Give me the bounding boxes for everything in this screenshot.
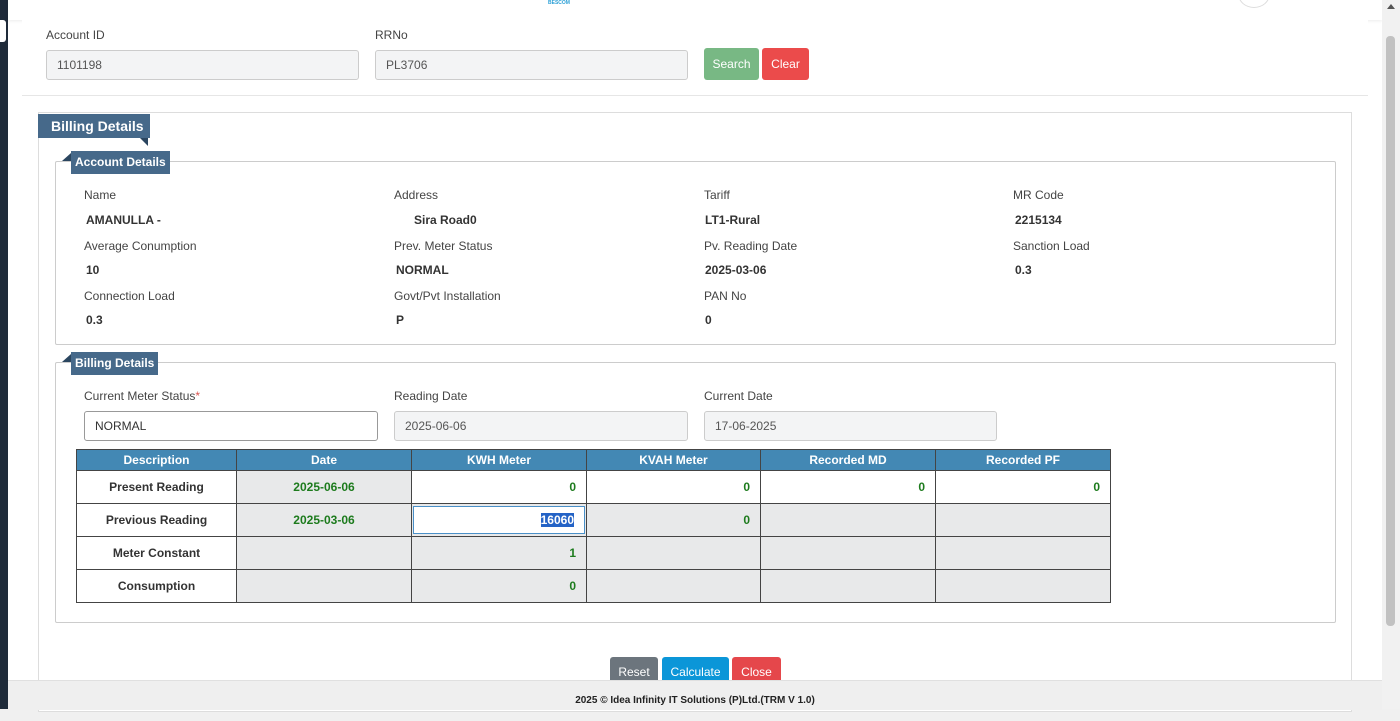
empty-cell xyxy=(236,536,412,570)
table-row: Meter Constant 1 xyxy=(76,536,1111,570)
pan-no-value: 0 xyxy=(705,313,712,327)
prev-meter-status-value: NORMAL xyxy=(396,263,449,277)
row-description: Previous Reading xyxy=(76,503,237,537)
pv-reading-date-label: Pv. Reading Date xyxy=(704,239,798,253)
row-description: Meter Constant xyxy=(76,536,237,570)
name-value: AMANULLA - xyxy=(86,213,161,227)
current-meter-status-select[interactable]: NORMAL xyxy=(84,411,378,441)
sanction-load-label: Sanction Load xyxy=(1013,239,1090,253)
column-header: Recorded PF xyxy=(935,449,1111,471)
clear-button[interactable]: Clear xyxy=(762,48,809,80)
address-value: Sira Road0 xyxy=(414,213,477,227)
installation-type-value: P xyxy=(396,313,405,327)
address-label: Address xyxy=(394,188,439,202)
tariff-label: Tariff xyxy=(704,188,730,202)
empty-cell xyxy=(935,536,1111,570)
table-row: Consumption 0 xyxy=(76,569,1111,603)
page-footer: 2025 © Idea Infinity IT Solutions (P)Ltd… xyxy=(8,680,1382,710)
pan-no-label: PAN No xyxy=(704,289,747,303)
recorded-pf-input[interactable]: 0 xyxy=(935,470,1111,504)
table-row: Previous Reading 2025-03-06 16060 0 xyxy=(76,503,1111,537)
column-header: KVAH Meter xyxy=(586,449,761,471)
meter-readings-table: Description Date KWH Meter KVAH Meter Re… xyxy=(76,449,1111,603)
section-tag-notch xyxy=(62,354,71,362)
rrno-input[interactable]: PL3706 xyxy=(375,50,688,80)
mr-code-label: MR Code xyxy=(1013,188,1064,202)
scroll-up-icon[interactable] xyxy=(1387,4,1395,9)
previous-reading-date: 2025-03-06 xyxy=(236,503,412,537)
connection-load-label: Connection Load xyxy=(84,289,175,303)
average-consumption-label: Average Conumption xyxy=(84,239,197,253)
average-consumption-value: 10 xyxy=(86,263,100,277)
brand-logo[interactable]: BESCOM xyxy=(548,0,570,6)
account-details-section xyxy=(55,161,1336,345)
connection-load-value: 0.3 xyxy=(86,313,103,327)
table-header-row: Description Date KWH Meter KVAH Meter Re… xyxy=(76,449,1111,471)
page-scrollbar[interactable] xyxy=(1382,0,1400,709)
sidebar-toggle-handle[interactable] xyxy=(0,20,6,42)
empty-cell xyxy=(760,569,936,603)
column-header: Description xyxy=(76,449,237,471)
current-date-label: Current Date xyxy=(704,389,773,403)
current-meter-status-label: Current Meter Status* xyxy=(84,389,201,403)
tariff-value: LT1-Rural xyxy=(705,213,761,227)
billing-panel-title: Billing Details xyxy=(38,114,150,138)
section-tag-notch xyxy=(62,153,71,161)
empty-cell xyxy=(935,503,1111,537)
account-id-input[interactable]: 1101198 xyxy=(46,50,359,80)
empty-cell xyxy=(760,536,936,570)
row-description: Present Reading xyxy=(76,470,237,504)
search-button[interactable]: Search xyxy=(704,48,759,80)
recorded-md-input[interactable]: 0 xyxy=(760,470,936,504)
user-avatar[interactable] xyxy=(1238,0,1270,8)
current-date-input: 17-06-2025 xyxy=(704,411,997,441)
mr-code-value: 2215134 xyxy=(1015,213,1062,227)
empty-cell xyxy=(586,536,761,570)
column-header: Date xyxy=(236,449,412,471)
present-kwh-input[interactable]: 0 xyxy=(411,470,587,504)
required-marker: * xyxy=(195,389,201,403)
footer-text: 2025 © Idea Infinity IT Solutions (P)Ltd… xyxy=(575,695,815,706)
reading-date-input[interactable]: 2025-06-06 xyxy=(394,411,688,441)
previous-kwh-value: 16060 xyxy=(540,513,574,527)
present-reading-date: 2025-06-06 xyxy=(236,470,412,504)
previous-kwh-input[interactable]: 16060 xyxy=(413,506,585,534)
account-id-label: Account ID xyxy=(46,28,105,42)
account-details-title: Account Details xyxy=(71,151,170,174)
table-row: Present Reading 2025-06-06 0 0 0 0 xyxy=(76,470,1111,504)
empty-cell xyxy=(935,569,1111,603)
column-header: KWH Meter xyxy=(411,449,587,471)
empty-cell xyxy=(236,569,412,603)
meter-constant-value: 1 xyxy=(411,536,587,570)
empty-cell xyxy=(760,503,936,537)
panel-tag-fold xyxy=(140,138,148,146)
empty-cell xyxy=(586,569,761,603)
sanction-load-value: 0.3 xyxy=(1015,263,1032,277)
top-navbar: BESCOM xyxy=(8,0,1382,20)
prev-meter-status-label: Prev. Meter Status xyxy=(394,239,493,253)
left-sidebar-strip xyxy=(0,0,8,709)
installation-type-label: Govt/Pvt Installation xyxy=(394,289,501,303)
pv-reading-date-value: 2025-03-06 xyxy=(705,263,767,277)
reading-date-label: Reading Date xyxy=(394,389,468,403)
column-header: Recorded MD xyxy=(760,449,936,471)
consumption-value: 0 xyxy=(411,569,587,603)
scroll-thumb[interactable] xyxy=(1386,36,1395,626)
row-description: Consumption xyxy=(76,569,237,603)
rrno-label: RRNo xyxy=(375,28,408,42)
previous-kvah-value: 0 xyxy=(586,503,761,537)
name-label: Name xyxy=(84,188,117,202)
previous-kwh-cell: 16060 xyxy=(411,503,587,537)
present-kvah-input[interactable]: 0 xyxy=(586,470,761,504)
billing-details-title: Billing Details xyxy=(71,352,159,375)
